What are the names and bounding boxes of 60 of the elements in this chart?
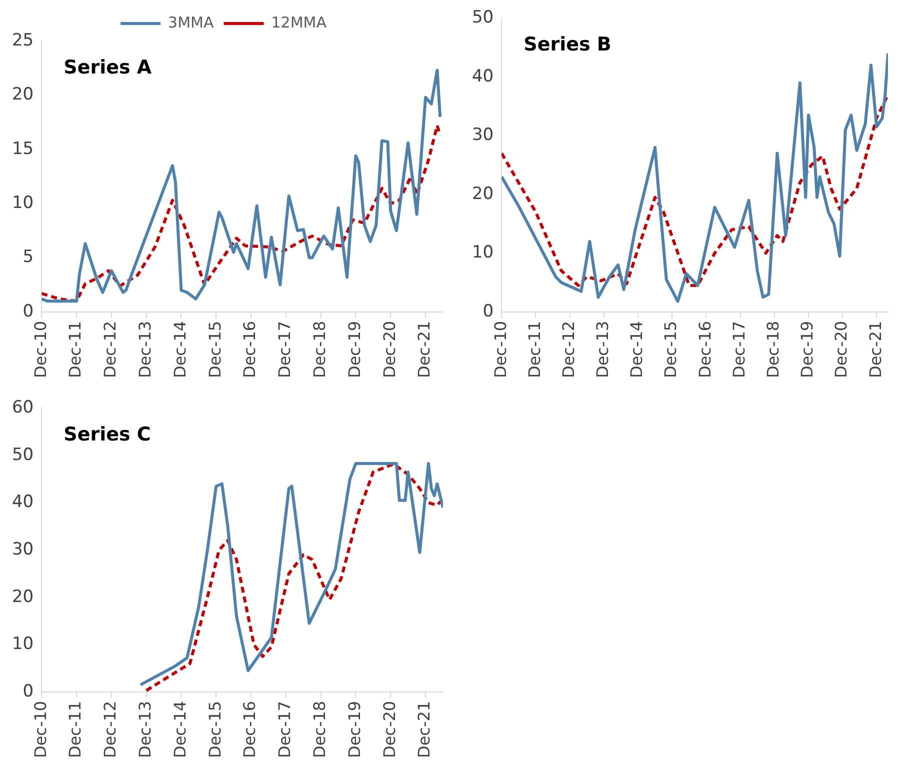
y-tick-label: 25 xyxy=(12,30,34,50)
y-tick-label: 5 xyxy=(22,247,34,268)
x-tick-label: Dec-11 xyxy=(66,700,85,758)
x-tick-label: Dec-15 xyxy=(205,320,224,378)
x-tick-label: Dec-14 xyxy=(170,700,190,758)
y-tick-label: 50 xyxy=(472,8,494,28)
x-tick-label: Dec-13 xyxy=(135,700,154,758)
x-tick-label: Dec-12 xyxy=(558,320,578,378)
x-tick-label: Dec-17 xyxy=(275,320,294,378)
x-tick-label: Dec-14 xyxy=(170,320,190,378)
x-tick-label: Dec-12 xyxy=(100,700,120,758)
legend-label: 3MMA xyxy=(168,13,214,32)
text: Series B xyxy=(524,34,612,56)
x-tick-label: Dec-20 xyxy=(832,320,851,378)
y-tick-label: 40 xyxy=(12,492,34,512)
y-tick-label: 15 xyxy=(12,138,34,159)
x-tick-label: Dec-21 xyxy=(866,320,885,378)
x-tick-label: Dec-19 xyxy=(344,700,364,758)
y-tick-label: 30 xyxy=(12,539,34,560)
y-tick-label: 60 xyxy=(12,398,34,418)
x-tick-label: Dec-16 xyxy=(240,700,260,758)
y-tick-label: 10 xyxy=(12,192,34,213)
x-tick-label: Dec-14 xyxy=(627,320,646,378)
y-tick-label: 40 xyxy=(472,66,494,86)
x-tick-label: Dec-19 xyxy=(798,320,817,378)
x-tick-label: Dec-18 xyxy=(764,320,783,378)
x-tick-label: Dec-10 xyxy=(490,320,510,378)
x-tick-label: Dec-20 xyxy=(380,320,399,378)
text: Series A xyxy=(64,56,152,78)
x-tick-label: Dec-15 xyxy=(661,320,680,378)
y-tick-label: 0 xyxy=(22,301,34,322)
x-tick-label: Dec-16 xyxy=(695,320,714,378)
x-tick-label: Dec-12 xyxy=(100,320,120,378)
x-tick-label: Dec-21 xyxy=(414,700,434,758)
y-tick-label: 20 xyxy=(472,184,494,204)
x-tick-label: Dec-20 xyxy=(380,700,399,758)
x-tick-label: Dec-17 xyxy=(729,320,748,378)
y-tick-label: 20 xyxy=(12,84,34,105)
x-tick-label: Dec-17 xyxy=(275,700,294,758)
x-tick-label: Dec-19 xyxy=(344,320,364,378)
text: Series C xyxy=(64,424,151,446)
x-tick-label: Dec-13 xyxy=(593,320,612,378)
x-tick-label: Dec-15 xyxy=(205,700,224,758)
y-tick-label: 10 xyxy=(12,634,34,654)
x-tick-label: Dec-18 xyxy=(310,700,329,758)
y-tick-label: 10 xyxy=(472,242,494,263)
y-tick-label: 30 xyxy=(472,125,494,146)
x-tick-label: Dec-10 xyxy=(30,700,50,758)
x-tick-label: Dec-13 xyxy=(135,320,154,378)
legend-label: 12MMA xyxy=(271,13,328,32)
x-tick-label: Dec-11 xyxy=(66,320,85,378)
x-tick-label: Dec-21 xyxy=(414,320,434,378)
y-tick-label: 0 xyxy=(482,301,494,322)
x-tick-label: Dec-10 xyxy=(30,320,50,378)
y-tick-label: 50 xyxy=(12,444,34,465)
x-tick-label: Dec-18 xyxy=(310,320,329,378)
y-tick-label: 20 xyxy=(12,586,34,607)
x-tick-label: Dec-11 xyxy=(524,320,544,378)
x-tick-label: Dec-16 xyxy=(240,320,260,378)
y-tick-label: 0 xyxy=(22,681,34,702)
